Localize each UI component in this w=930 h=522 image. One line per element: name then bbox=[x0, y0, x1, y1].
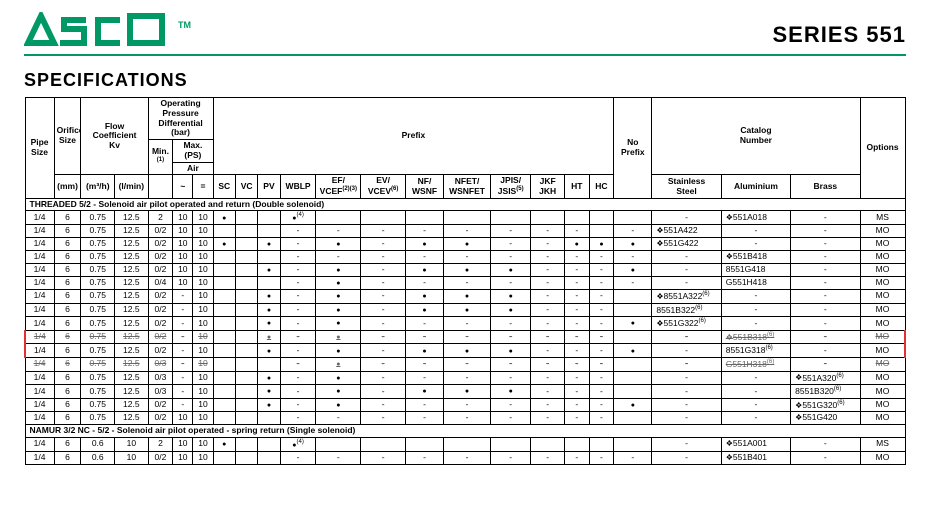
table-row: 1/460.7512.50/21010------8551G418-MO bbox=[25, 263, 905, 276]
table-row: 1/460.7512.50/2-10------8551G318(6)-MO bbox=[25, 344, 905, 358]
specifications-table: PipeSizeOrificeSizeFlowCoefficientKvOper… bbox=[24, 97, 906, 465]
section-title: NAMUR 3/2 NC - 5/2 - Solenoid air pilot … bbox=[25, 425, 905, 438]
table-row: 1/460.61021010(4)-551A001-MS bbox=[25, 437, 905, 451]
table-row: 1/460.7512.50/2-10-----8551B322(6)--MO bbox=[25, 303, 905, 317]
specifications-title: SPECIFICATIONS bbox=[24, 70, 906, 91]
table-row: 1/460.7512.50/21010----551G422--MO bbox=[25, 238, 905, 251]
table-row: 1/460.7512.50/41010----------G551H418-MO bbox=[25, 276, 905, 289]
table-row: 1/460.7512.521010(4)-551A018-MS bbox=[25, 211, 905, 225]
asco-logo-glyph bbox=[24, 12, 174, 46]
trademark: TM bbox=[178, 20, 191, 30]
table-row: 1/460.7512.50/3-10-------8551B320(6)MO bbox=[25, 385, 905, 399]
brand-logo: TM bbox=[24, 12, 189, 48]
table-row: 1/460.7512.50/3-10---------G551H318(6)-M… bbox=[25, 358, 905, 372]
table-row: 1/460.6100/21010-----------551B401-MO bbox=[25, 451, 905, 464]
table-row: 1/460.7512.50/2-10----------551G320(6)MO bbox=[25, 398, 905, 412]
table-row: 1/460.7512.50/2-10--------551G322(6)--MO bbox=[25, 317, 905, 331]
table-row: 1/460.7512.50/21010-----------551G420MO bbox=[25, 412, 905, 425]
table-row: 1/460.7512.50/3-10----------551A320(6)MO bbox=[25, 371, 905, 385]
header-bar: TM SERIES 551 bbox=[24, 12, 906, 56]
section-title: THREADED 5/2 - Solenoid air pilot operat… bbox=[25, 198, 905, 211]
table-row: 1/460.7512.50/2-10-----8551A322(6)--MO bbox=[25, 290, 905, 304]
table-row: 1/460.7512.50/21010-----------551B418-MO bbox=[25, 251, 905, 264]
table-row: 1/460.7512.50/21010---------551A422--MO bbox=[25, 225, 905, 238]
series-title: SERIES 551 bbox=[772, 22, 906, 48]
table-row: 1/460.7512.50/2-10---------551B318(6)-MO bbox=[25, 330, 905, 344]
